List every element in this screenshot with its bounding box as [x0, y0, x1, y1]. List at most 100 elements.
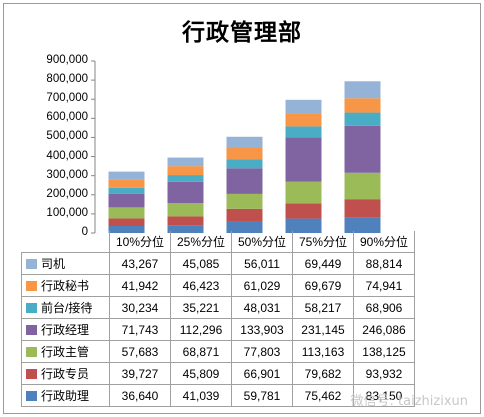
table-row: 行政助理 36,640 41,039 59,781 75,462 83,150	[21, 384, 415, 407]
series-name: 行政经理	[41, 323, 90, 337]
table-cell: 59,781	[231, 384, 293, 407]
bar-segment	[285, 203, 322, 219]
bar-segment	[344, 217, 381, 233]
table-row: 前台/接待 30,234 35,221 48,031 58,217 68,906	[21, 296, 415, 319]
series-legend-cell: 行政主管	[21, 340, 110, 363]
y-tick-label: 200,000	[46, 187, 88, 200]
bar-segment	[167, 181, 204, 204]
table-row: 行政经理 71,743 112,296 133,903 231,145 246,086	[21, 318, 415, 341]
legend-swatch	[26, 259, 37, 269]
table-cell: 61,029	[231, 274, 293, 297]
category-label: 25%分位	[170, 231, 232, 253]
table-cell: 74,941	[353, 274, 415, 297]
bar-segment	[167, 157, 204, 167]
table-cell: 45,085	[170, 252, 232, 275]
table-cell: 69,679	[292, 274, 354, 297]
bar-segment	[108, 225, 145, 233]
legend-swatch	[26, 369, 37, 379]
series-name: 行政主管	[41, 345, 90, 359]
table-cell: 88,814	[353, 252, 415, 275]
table-row: 司机 43,267 45,085 56,011 69,449 88,814	[21, 252, 415, 275]
y-tick-label: 900,000	[46, 54, 88, 66]
bar-segment	[285, 126, 322, 138]
table-cell: 75,462	[292, 384, 354, 407]
table-cell: 57,683	[109, 340, 171, 363]
table-cell: 58,217	[292, 296, 354, 319]
table-corner	[21, 231, 110, 253]
bar-segment	[285, 113, 322, 127]
category-label: 75%分位	[292, 231, 354, 253]
table-cell: 93,932	[353, 362, 415, 385]
series-name: 行政助理	[41, 389, 90, 403]
bar-segment	[344, 98, 381, 113]
table-cell: 48,031	[231, 296, 293, 319]
bar-segment	[108, 171, 145, 180]
table-cell: 68,871	[170, 340, 232, 363]
table-cell: 46,423	[170, 274, 232, 297]
bar-segment	[285, 99, 322, 114]
bar-segment	[226, 208, 263, 222]
series-legend-cell: 前台/接待	[21, 296, 110, 319]
chart-frame: 行政管理部 0 100,000 200,000 300,000 400,000 500,0…	[3, 3, 481, 414]
table-cell: 68,906	[353, 296, 415, 319]
bar-segment	[108, 179, 145, 188]
legend-swatch	[26, 347, 37, 357]
series-legend-cell: 行政经理	[21, 318, 110, 341]
table-cell: 231,145	[292, 318, 354, 341]
chart-title: 行政管理部	[182, 20, 302, 46]
legend-swatch	[26, 303, 37, 313]
y-tick-label: 400,000	[46, 149, 88, 162]
bar-segment	[226, 136, 263, 148]
y-tick-label: 600,000	[46, 111, 88, 124]
table-row: 行政专员 39,727 45,809 66,901 79,682 93,932	[21, 362, 415, 385]
table-cell: 83,150	[353, 384, 415, 407]
bar-segment	[167, 175, 204, 182]
legend-swatch	[26, 391, 37, 401]
table-cell: 112,296	[170, 318, 232, 341]
series-legend-cell: 行政助理	[21, 384, 110, 407]
y-tick-label: 700,000	[46, 92, 88, 105]
bar-segment	[167, 225, 204, 233]
bar-segment	[226, 193, 263, 209]
y-tick-label: 800,000	[46, 73, 88, 86]
legend-swatch	[26, 325, 37, 335]
bar-segment	[344, 199, 381, 218]
bar-segment	[108, 187, 145, 194]
bar-segment	[344, 125, 381, 173]
bar-segment	[108, 207, 145, 219]
series-legend-cell: 行政秘书	[21, 274, 110, 297]
table-cell: 45,809	[170, 362, 232, 385]
table-cell: 36,640	[109, 384, 171, 407]
table-cell: 138,125	[353, 340, 415, 363]
bar-segment	[344, 81, 381, 99]
series-name: 行政秘书	[41, 279, 90, 293]
data-table: 10%分位 25%分位 50%分位 75%分位 90%分位 司机 43,267 45,085 5…	[21, 231, 415, 407]
series-legend-cell: 行政专员	[21, 362, 110, 385]
category-label: 90%分位	[353, 231, 415, 253]
table-cell: 77,803	[231, 340, 293, 363]
category-label: 10%分位	[109, 231, 171, 253]
bar-segment	[108, 218, 145, 226]
table-cell: 43,267	[109, 252, 171, 275]
table-cell: 41,039	[170, 384, 232, 407]
bar-segment	[285, 137, 322, 182]
table-cell: 56,011	[231, 252, 293, 275]
watermark: 微信号: taizhizixun	[350, 394, 468, 409]
bar-segment	[167, 166, 204, 176]
bar-segment	[226, 168, 263, 194]
category-label: 50%分位	[231, 231, 293, 253]
table-cell: 113,163	[292, 340, 354, 363]
table-cell: 39,727	[109, 362, 171, 385]
table-cell: 30,234	[109, 296, 171, 319]
table-cell: 79,682	[292, 362, 354, 385]
table-row: 行政主管 57,683 68,871 77,803 113,163 138,125	[21, 340, 415, 363]
y-tick-label: 500,000	[46, 130, 88, 143]
table-cell: 246,086	[353, 318, 415, 341]
y-tick-label: 100,000	[46, 206, 88, 219]
table-cell: 71,743	[109, 318, 171, 341]
bar-segment	[285, 218, 322, 233]
plot-area	[91, 60, 381, 234]
bar-segment	[226, 147, 263, 160]
bar-segment	[167, 203, 204, 217]
series-name: 司机	[41, 257, 66, 271]
